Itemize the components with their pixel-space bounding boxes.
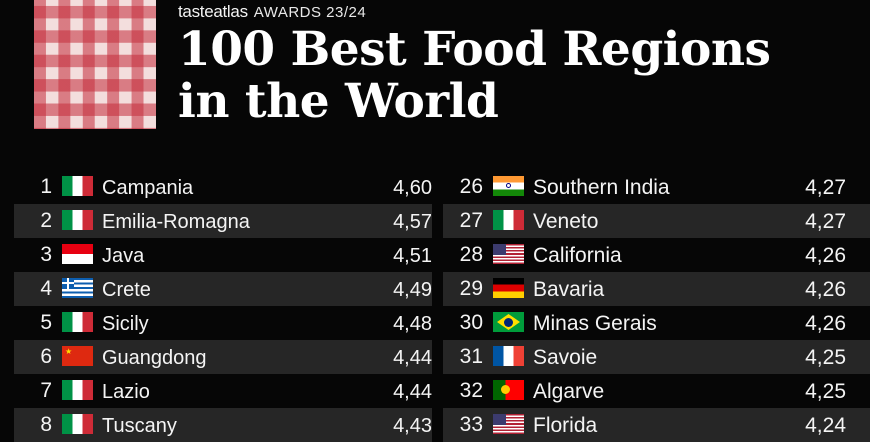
region-score: 4,57 [393,211,432,233]
ranking-row: 1 Campania 4,60 [14,170,432,204]
usa-flag-icon [493,414,524,434]
germany-flag-icon [493,278,524,298]
brand-line: tasteatlas AWARDS 23/24 [178,2,366,22]
region-name: California [533,244,622,267]
region-name: Algarve [533,380,605,403]
ranking-list-right: 26 Southern India 4,27 27 Veneto 4,27 28… [443,170,870,442]
region-score: 4,60 [393,177,432,199]
region-score: 4,25 [805,346,846,369]
rank-number: 29 [459,277,483,300]
rank-number: 2 [40,209,52,232]
ranking-row: 7 Lazio 4,44 [14,374,432,408]
region-score: 4,26 [805,278,846,301]
region-name: Florida [533,414,598,437]
region-score: 4,49 [393,279,432,301]
title-line-1: 100 Best Food Regions [178,22,771,77]
rank-number: 3 [40,243,52,266]
region-score: 4,27 [805,210,846,233]
france-flag-icon [493,346,524,366]
region-score: 4,26 [805,244,846,267]
region-name: Guangdong [102,347,207,369]
region-name: Java [102,245,145,267]
ranking-row: 27 Veneto 4,27 [443,204,870,238]
region-score: 4,51 [393,245,432,267]
brand-name: tasteatlas [178,2,248,21]
rank-number: 33 [459,413,483,436]
region-name: Bavaria [533,278,605,301]
ranking-row: 8 Tuscany 4,43 [14,408,432,442]
rank-number: 30 [459,311,483,334]
region-score: 4,26 [805,312,846,335]
region-name: Tuscany [102,415,177,437]
region-score: 4,48 [393,313,432,335]
ranking-row: 5 Sicily 4,48 [14,306,432,340]
award-label: AWARDS 23/24 [253,4,367,21]
usa-flag-icon [493,244,524,264]
region-name: Southern India [533,176,670,199]
greece-flag-icon [62,278,93,298]
region-score: 4,27 [805,176,846,199]
rank-number: 6 [40,345,52,368]
ranking-list-left: 1 Campania 4,60 2 Emilia-Romagna 4,57 3 … [14,170,432,442]
rank-number: 5 [40,311,52,334]
region-name: Sicily [102,313,149,335]
italy-flag-icon [62,312,93,332]
region-score: 4,25 [805,380,846,403]
region-name: Campania [102,177,194,199]
ranking-row: 3 Java 4,51 [14,238,432,272]
rank-number: 8 [40,413,52,436]
ranking-row: 31 Savoie 4,25 [443,340,870,374]
region-name: Emilia-Romagna [102,211,250,233]
italy-flag-icon [62,210,93,230]
rank-number: 1 [40,175,52,198]
italy-flag-icon [493,210,524,230]
ranking-row: 2 Emilia-Romagna 4,57 [14,204,432,238]
rank-number: 28 [459,243,483,266]
rank-number: 4 [40,277,52,300]
region-name: Crete [102,279,151,301]
italy-flag-icon [62,380,93,400]
title-line-2: in the World [178,74,499,129]
ranking-row: 32 Algarve 4,25 [443,374,870,408]
rank-number: 31 [459,345,483,368]
region-name: Veneto [533,210,599,233]
ranking-row: 33 Florida 4,24 [443,408,870,442]
indonesia-flag-icon [62,244,93,264]
ranking-row: 28 California 4,26 [443,238,870,272]
region-score: 4,43 [393,415,432,437]
region-score: 4,44 [393,347,432,369]
rank-number: 26 [459,175,483,198]
italy-flag-icon [62,176,93,196]
region-name: Lazio [102,381,150,403]
italy-flag-icon [62,414,93,434]
china-flag-icon: ★ [62,346,93,366]
rank-number: 7 [40,379,52,402]
region-name: Minas Gerais [533,312,657,335]
ranking-row: 29 Bavaria 4,26 [443,272,870,306]
ranking-row: 4 Crete 4,49 [14,272,432,306]
portugal-flag-icon [493,380,524,400]
region-name: Savoie [533,346,598,369]
region-score: 4,24 [805,414,846,437]
region-score: 4,44 [393,381,432,403]
rank-number: 27 [459,209,483,232]
page-title: 100 Best Food Regions in the World [178,24,771,128]
rank-number: 32 [459,379,483,402]
india-flag-icon [493,176,524,196]
brazil-flag-icon [493,312,524,332]
checkered-logo-icon [34,0,156,129]
ranking-row: 26 Southern India 4,27 [443,170,870,204]
ranking-row: 30 Minas Gerais 4,26 [443,306,870,340]
ranking-row: 6 ★ Guangdong 4,44 [14,340,432,374]
